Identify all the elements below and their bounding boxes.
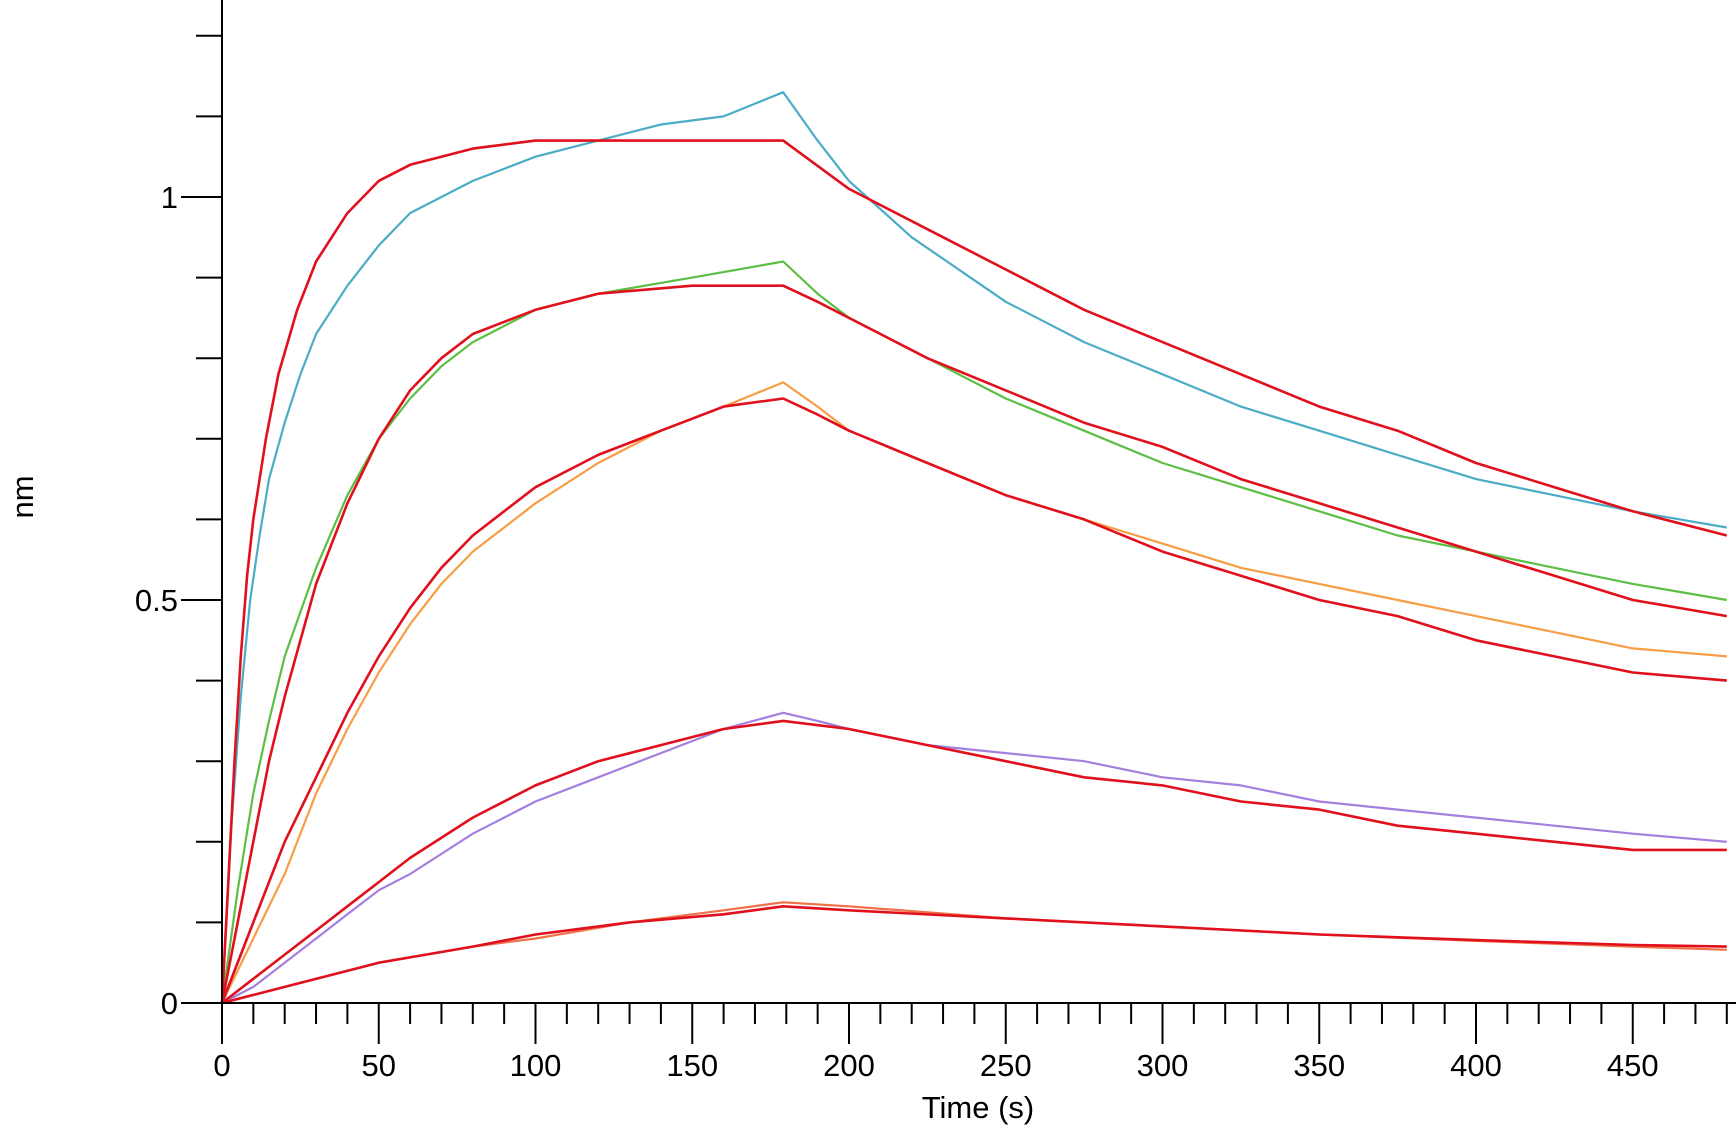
- series-layer: [220, 91, 1728, 1005]
- measured-trace-1: [220, 91, 1727, 1004]
- y-tick-label: 0: [161, 986, 178, 1021]
- x-tick-label: 200: [823, 1048, 875, 1083]
- y-tick-label: 0.5: [135, 583, 178, 618]
- fit-curve-7: [220, 284, 1728, 1004]
- x-tick-label: 150: [666, 1048, 718, 1083]
- measured-trace-2: [220, 260, 1727, 1004]
- x-tick-label: 300: [1137, 1048, 1189, 1083]
- measured-trace-4: [221, 711, 1727, 1004]
- fit-curve-6: [220, 139, 1728, 1004]
- x-tick-label: 250: [980, 1048, 1032, 1083]
- fit-curve-8: [220, 397, 1727, 1004]
- y-tick-label: 1: [161, 180, 178, 215]
- x-tick-layer: 0 50 100 150 200 250 300 350 400 450: [213, 1003, 1728, 1083]
- x-tick-label: 0: [213, 1048, 230, 1083]
- fit-curve-10: [221, 905, 1727, 1005]
- x-axis-title: Time (s): [922, 1090, 1035, 1125]
- x-tick-label: 350: [1293, 1048, 1345, 1083]
- x-tick-label: 400: [1450, 1048, 1502, 1083]
- y-axis-title: nm: [5, 475, 40, 518]
- axes-layer: [181, 0, 1736, 1004]
- measured-trace-3: [221, 381, 1727, 1004]
- fit-curve-9: [221, 719, 1727, 1005]
- x-tick-label: 450: [1607, 1048, 1659, 1083]
- x-tick-label: 100: [510, 1048, 562, 1083]
- x-tick-label: 50: [362, 1048, 396, 1083]
- y-tick-layer: 00.51: [135, 34, 222, 1021]
